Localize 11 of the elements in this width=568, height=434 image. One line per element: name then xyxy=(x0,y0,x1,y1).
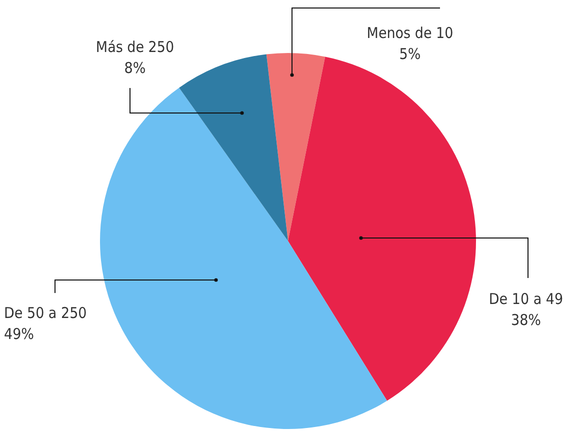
pie-slice xyxy=(179,54,288,241)
pie-slice xyxy=(100,88,388,429)
slice-label: Más de 250 xyxy=(96,38,174,56)
data-label: 49% xyxy=(4,325,34,343)
pie-slice xyxy=(266,53,326,241)
slice-label: De 50 a 250 xyxy=(4,304,87,322)
slice-label: Menos de 10 xyxy=(366,24,454,42)
slice-label: De 10 a 49 xyxy=(488,290,564,308)
data-label: 5% xyxy=(399,45,421,63)
data-label: 38% xyxy=(511,311,542,329)
data-label: 8% xyxy=(124,59,146,77)
